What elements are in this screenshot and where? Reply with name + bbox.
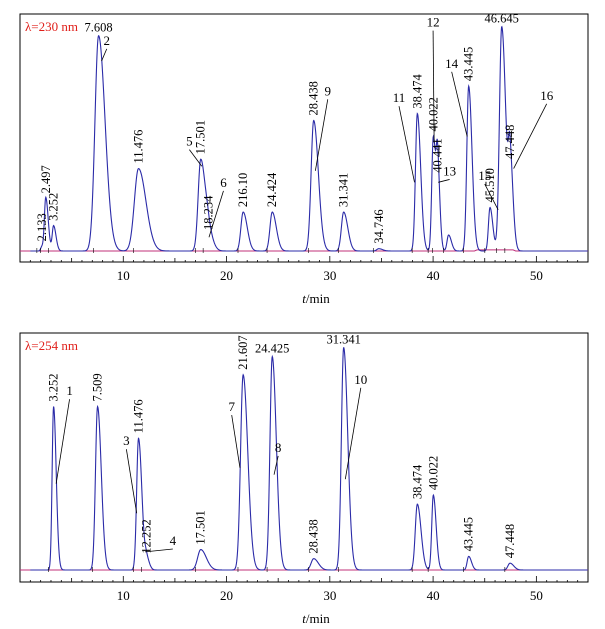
annotation-leader [231,415,241,468]
chart-panel-2: 10 20 30 40 50 t/min λ=254 nm 3.252 7.509 11.476 1… [19,332,589,626]
peak-rt-label: 43.445 [462,47,476,81]
annotation-leader [432,30,435,142]
x-tick-label: 40 [427,588,440,603]
x-tick-label: 10 [117,268,130,283]
peak-number-label: 1 [66,383,73,398]
peak-number-label: 10 [354,372,367,387]
peak-rt-label: 21.607 [236,335,250,369]
plot-frame [19,13,589,263]
plot-frame [19,332,589,583]
peak-rt-label: 28.438 [307,519,321,553]
annotation-leader [189,149,203,167]
annotation-leader [451,71,468,137]
peak-number-label: 16 [540,88,554,103]
peak-number-label: 2 [103,33,110,48]
peak-rt-label: 2.497 [39,165,53,193]
x-axis-label: t/min [302,611,330,626]
peak-number-label: 5 [186,134,193,149]
peak-rt-label: 28.438 [307,81,321,115]
peak-rt-label: 2.133 [35,213,49,241]
x-tick-label: 30 [323,588,336,603]
peak-rt-label: 3.252 [47,373,61,401]
peak-rt-label: 46.645 [485,12,519,26]
annotation-leader [125,449,138,514]
annotation-leader [101,48,108,62]
peak-number-label: 13 [443,163,456,178]
annotation-leader [438,179,450,183]
peak-rt-label: 216.10 [236,173,250,207]
peak-rt-label: 40.441 [431,138,445,172]
peak-rt-label: 11.476 [132,130,146,164]
peak-rt-label: 24.425 [255,342,289,356]
peak-number-label: 3 [123,433,130,448]
peak-rt-label: 34.746 [372,209,386,243]
peak-rt-label: 38.474 [410,464,424,499]
peak-rt-label: 31.341 [337,173,351,207]
signal-trace [30,25,588,252]
annotation-leader [144,548,173,553]
peak-rt-label: 38.474 [410,73,424,108]
annotation-leader [513,103,548,169]
wavelength-label: λ=254 nm [25,338,78,353]
peak-number-label: 15 [478,168,491,183]
peak-rt-label: 17.501 [194,120,208,154]
peak-rt-label: 47.448 [503,125,517,159]
wavelength-label: λ=230 nm [25,19,78,34]
signal-trace [30,347,588,571]
peak-rt-label: 11.476 [132,399,146,433]
peak-number-label: 14 [445,56,459,71]
x-tick-label: 50 [530,588,543,603]
x-tick-label: 40 [427,268,440,283]
peak-number-label: 6 [220,175,227,190]
peak-number-label: 9 [325,83,332,98]
x-tick-label: 20 [220,268,233,283]
peak-rt-label: 17.501 [194,510,208,544]
peak-number-label: 12 [427,15,440,30]
peak-number-label: 7 [228,399,235,414]
annotation-leader [398,106,415,183]
peak-number-label: 11 [393,90,406,105]
peak-rt-label: 12.252 [140,519,154,553]
x-tick-label: 30 [323,268,336,283]
annotation-leader [208,190,224,238]
peak-rt-label: 43.445 [462,517,476,551]
peak-rt-label: 3.252 [47,193,61,221]
x-tick-label: 20 [220,588,233,603]
annotation-leader [344,387,362,480]
peak-rt-label: 31.341 [326,333,360,347]
annotation-leader [55,399,70,484]
peak-rt-label: 24.424 [265,172,279,207]
peak-rt-label: 47.448 [503,524,517,558]
x-tick-label: 50 [530,268,543,283]
peak-rt-label: 40.022 [426,456,440,490]
x-axis-label: t/min [302,291,330,306]
annotation-leader [314,99,329,171]
peak-rt-label: 40.022 [426,97,440,131]
annotation-leader [273,455,279,475]
peak-number-label: 4 [170,533,177,548]
peak-rt-label: 7.509 [91,373,105,401]
peak-rt-label: 7.608 [85,21,113,35]
peak-rt-label: 45.510 [483,168,497,202]
peak-rt-label: 18.234 [201,195,215,230]
annotation-leader [484,183,499,210]
x-tick-label: 10 [117,588,130,603]
peak-number-label: 8 [275,440,282,455]
